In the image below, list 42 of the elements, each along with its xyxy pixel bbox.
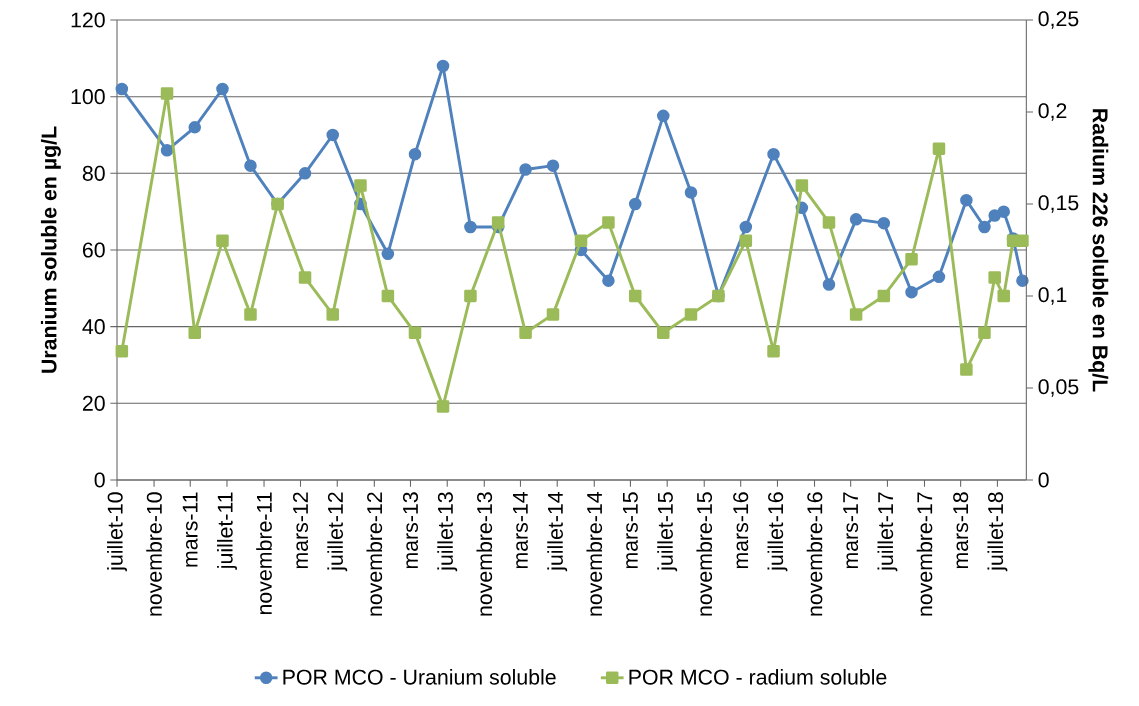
x-tick-label: mars-16 bbox=[733, 492, 749, 569]
x-tick-label: mars-11 bbox=[182, 492, 198, 567]
x-tick-label: mars-14 bbox=[513, 492, 528, 569]
x-tick-label: juillet-17 bbox=[877, 492, 898, 572]
x-tick-label: juillet-12 bbox=[327, 492, 348, 572]
legend-label: POR MCO - Uranium soluble bbox=[283, 669, 556, 685]
x-tick-label: mars-17 bbox=[843, 492, 859, 569]
y2-tick-label: 0,25 bbox=[1038, 11, 1079, 29]
x-tick-label: mars-12 bbox=[292, 492, 309, 569]
y-axis-title: Uranium soluble en µg/L bbox=[40, 126, 61, 373]
y2-axis-title: Radium 226 soluble en Bq/L bbox=[1088, 109, 1109, 392]
x-tick-label: novembre-11 bbox=[256, 492, 272, 615]
legend-label: POR MCO - radium soluble bbox=[629, 669, 887, 685]
x-tick-label: novembre-13 bbox=[476, 492, 493, 616]
x-tick-label: juillet-18 bbox=[987, 492, 1008, 572]
x-tick-label: mars-13 bbox=[402, 492, 419, 569]
x-tick-label: juillet-15 bbox=[657, 492, 678, 572]
y-tick-label: 100 bbox=[71, 89, 105, 105]
x-tick-label: novembre-14 bbox=[586, 492, 603, 616]
x-tick-label: novembre-16 bbox=[806, 492, 823, 616]
y-tick-label: 20 bbox=[82, 395, 105, 411]
y-tick-label: 0 bbox=[94, 472, 105, 488]
x-tick-label: mars-18 bbox=[953, 492, 969, 569]
y2-tick-label: 0,1 bbox=[1038, 287, 1067, 305]
y2-tick-label: 0,2 bbox=[1038, 103, 1067, 121]
y2-tick-label: 0,15 bbox=[1038, 195, 1079, 213]
y2-tick-label: 0,05 bbox=[1038, 379, 1079, 397]
y-tick-label: 80 bbox=[82, 165, 105, 181]
y-tick-label: 120 bbox=[71, 12, 105, 28]
x-tick-label: mars-15 bbox=[622, 492, 638, 569]
y-tick-label: 60 bbox=[82, 242, 105, 258]
x-tick-label: novembre-15 bbox=[696, 492, 713, 616]
x-tick-label: novembre-17 bbox=[916, 492, 933, 616]
x-tick-label: juillet-14 bbox=[547, 492, 568, 572]
x-tick-label: novembre-10 bbox=[146, 492, 162, 616]
x-tick-label: juillet-11 bbox=[217, 492, 237, 570]
y-tick-label: 40 bbox=[82, 319, 105, 335]
y2-tick-label: 0 bbox=[1038, 472, 1049, 488]
x-tick-label: novembre-12 bbox=[366, 492, 383, 616]
x-tick-label: juillet-10 bbox=[107, 492, 127, 572]
x-tick-label: juillet-16 bbox=[767, 492, 788, 572]
x-tick-label: juillet-13 bbox=[437, 492, 458, 572]
